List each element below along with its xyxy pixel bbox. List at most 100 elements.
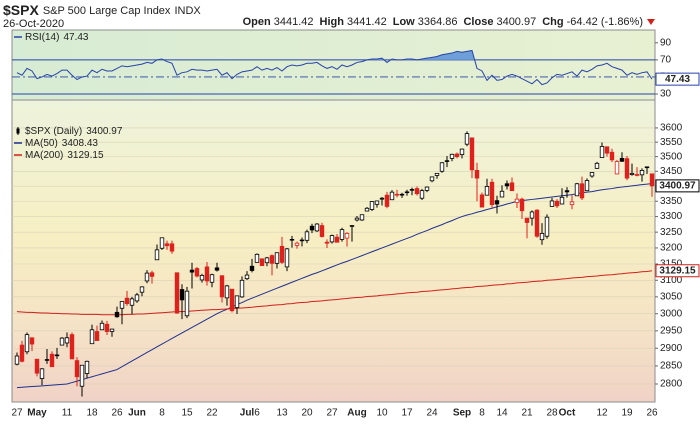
- x-tick-label: 27: [11, 408, 23, 419]
- candle-body: [184, 290, 190, 317]
- candle-body: [559, 196, 565, 205]
- candle-body: [479, 194, 485, 208]
- candle-body: [649, 173, 655, 187]
- x-tick-label: Aug: [347, 408, 366, 419]
- candle-body: [624, 158, 630, 179]
- candle-body: [299, 239, 305, 242]
- candle-body: [169, 243, 175, 252]
- candle-body: [174, 272, 180, 314]
- legend-value: 47.43: [63, 32, 88, 43]
- label: High: [320, 16, 345, 28]
- y-tick-label: 3450: [660, 166, 683, 177]
- rsi-panel: [11, 29, 656, 101]
- candle-body: [589, 172, 595, 177]
- candle-body: [284, 248, 290, 268]
- value-box: [655, 72, 700, 86]
- candle-body: [24, 334, 30, 353]
- candle-body: [229, 288, 235, 312]
- candle-body: [359, 214, 365, 221]
- legend-entry: RSI(14) 47.43: [25, 32, 89, 43]
- candle-body: [264, 257, 270, 264]
- x-tick-label: 28: [546, 408, 558, 419]
- candle-body: [619, 157, 625, 162]
- candle-body: [639, 170, 645, 176]
- x-tick-label: 14: [496, 408, 508, 419]
- candle-body: [609, 151, 615, 161]
- quote-line: Open 3441.42 High 3441.42 Low 3364.86 Close 340…: [243, 16, 643, 28]
- candle-body: [409, 189, 415, 191]
- y-tick-label: 3500: [660, 151, 683, 162]
- y-tick-label: 3200: [660, 243, 683, 254]
- x-tick-label: 24: [426, 408, 438, 419]
- candle-body: [74, 360, 80, 378]
- moving-average: [16, 270, 653, 316]
- x-tick-label: 21: [521, 408, 533, 419]
- value-box-label: 3129.15: [659, 265, 696, 276]
- y-tick-label: 3150: [660, 259, 683, 270]
- candle-body: [149, 272, 155, 277]
- candle-body: [129, 298, 135, 306]
- candle-body: [584, 180, 590, 192]
- y-tick-label: 3350: [660, 196, 683, 207]
- candle-body: [104, 323, 110, 332]
- x-tick-label: 15: [181, 408, 193, 419]
- candle-body: [469, 137, 475, 171]
- candle-body: [239, 279, 245, 298]
- candle-body: [204, 266, 210, 282]
- candle-body: [384, 194, 390, 207]
- y-tick-label: 2950: [660, 325, 683, 336]
- legend-value: 3129.15: [67, 150, 104, 161]
- candle-body: [94, 331, 100, 341]
- candle-body: [594, 162, 600, 169]
- legend-value: 3408.43: [62, 138, 99, 149]
- label: Chg: [542, 16, 563, 28]
- value: 3400.97: [496, 16, 536, 28]
- value-box-label: 47.43: [665, 74, 690, 85]
- candle-body: [444, 160, 450, 162]
- candle-body: [484, 186, 490, 196]
- candle-body: [579, 183, 585, 199]
- candle-body: [429, 176, 435, 182]
- x-tick-label: 18: [86, 408, 98, 419]
- candle-body: [569, 201, 575, 206]
- x-tick-label: 26: [646, 408, 658, 419]
- y-tick-label: 3100: [660, 275, 683, 286]
- y-tick-label: 2900: [660, 343, 683, 354]
- candle-body: [199, 274, 205, 281]
- candle-body: [464, 133, 470, 145]
- candle-body: [29, 337, 35, 345]
- y-tick-label: 70: [660, 55, 672, 66]
- candle-body: [514, 198, 520, 203]
- y-tick-label: 3000: [660, 308, 683, 319]
- symbol: $SPX: [3, 2, 39, 18]
- x-tick-label: Jul: [240, 408, 255, 419]
- candle-body: [134, 294, 140, 302]
- candle-body: [159, 237, 165, 249]
- value-box: [655, 179, 700, 193]
- candle-body: [124, 297, 130, 304]
- candle-body: [374, 200, 380, 205]
- candle-body: [494, 200, 500, 205]
- candle-body: [209, 274, 215, 283]
- y-tick-label: 2800: [660, 379, 683, 390]
- candle-body: [369, 201, 375, 210]
- candle-body: [399, 193, 405, 196]
- candle-body: [344, 232, 350, 239]
- candle-body: [309, 225, 315, 231]
- candle-body: [339, 229, 345, 240]
- value-box-label: 3400.97: [659, 181, 696, 192]
- legend-entry: MA(50) 3408.43: [25, 138, 98, 149]
- candle-body: [279, 245, 285, 263]
- x-tick-label: 22: [206, 408, 218, 419]
- candle-body: [524, 217, 530, 223]
- candle-body: [179, 289, 185, 301]
- candle-body: [519, 198, 525, 212]
- candle-body: [269, 255, 275, 264]
- candle-body: [354, 217, 360, 221]
- candle-body: [139, 286, 145, 293]
- candle-body: [314, 223, 320, 232]
- x-tick-label: 8: [159, 408, 165, 419]
- y-tick-label: 2850: [660, 361, 683, 372]
- value: -64.42: [567, 16, 598, 28]
- candle-body: [614, 161, 620, 175]
